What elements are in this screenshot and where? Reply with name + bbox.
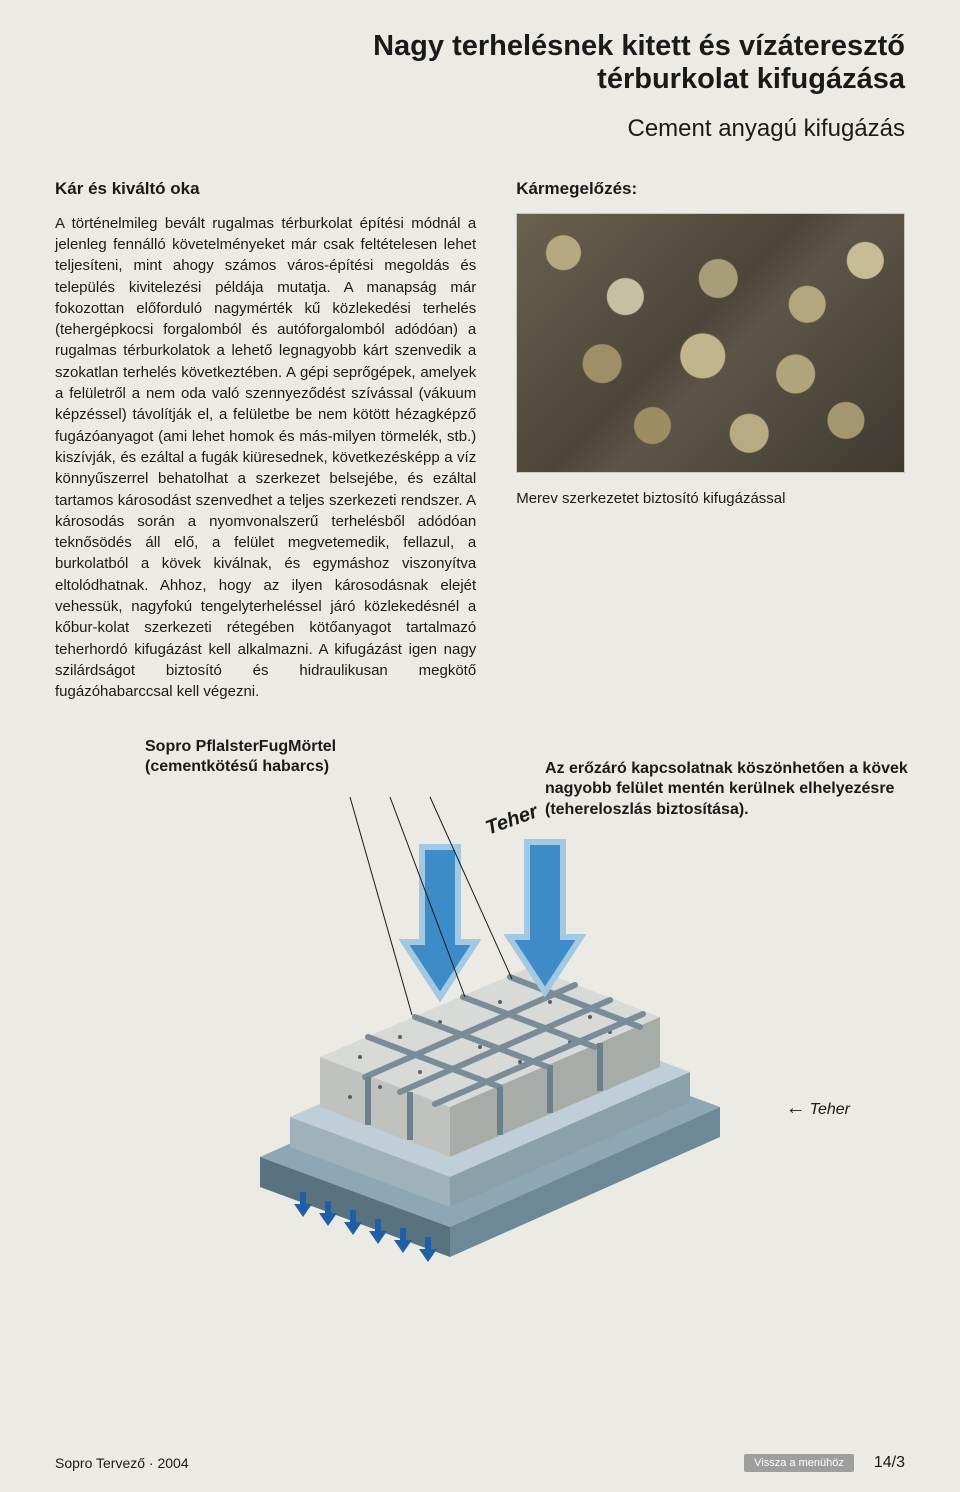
title-block: Nagy terhelésnek kitett és vízáteresztő … xyxy=(55,30,905,143)
mortar-label-line1: Sopro PflalsterFugMörtel xyxy=(145,737,425,757)
body-paragraph: A történelmileg bevált rugalmas térburko… xyxy=(55,213,476,703)
side-load-text: Teher xyxy=(810,1101,850,1118)
back-to-menu-button[interactable]: Vissza a menühöz xyxy=(744,1454,854,1472)
mortar-product-label: Sopro PflalsterFugMörtel (cementkötésű h… xyxy=(145,737,425,777)
cobblestone-photo xyxy=(516,213,905,473)
isometric-diagram xyxy=(200,787,760,1267)
title-line1: Nagy terhelésnek kitett és vízáteresztő xyxy=(55,30,905,63)
left-arrow-icon: ← xyxy=(786,1097,806,1119)
benefit-text-block: Az erőzáró kapcsolatnak köszönhetően a k… xyxy=(545,759,925,821)
left-column-heading: Kár és kiváltó oka xyxy=(55,179,476,199)
right-column-heading: Kármegelőzés: xyxy=(516,179,905,199)
benefit-text: Az erőzáró kapcsolatnak köszönhetően a k… xyxy=(545,759,925,821)
side-load-label: ←Teher xyxy=(786,1097,850,1120)
page-number: 14/3 xyxy=(874,1454,905,1472)
footer-left-text: Sopro Tervező · 2004 xyxy=(55,1455,189,1471)
photo-caption: Merev szerkezetet biztosító kifugázással xyxy=(516,489,905,509)
mortar-label-line2: (cementkötésű habarcs) xyxy=(145,757,425,777)
load-arrow-icon xyxy=(404,842,581,997)
page-footer: Sopro Tervező · 2004 Vissza a menühöz 14… xyxy=(55,1454,905,1472)
subtitle: Cement anyagú kifugázás xyxy=(55,115,905,143)
title-line2: térburkolat kifugázása xyxy=(55,63,905,96)
